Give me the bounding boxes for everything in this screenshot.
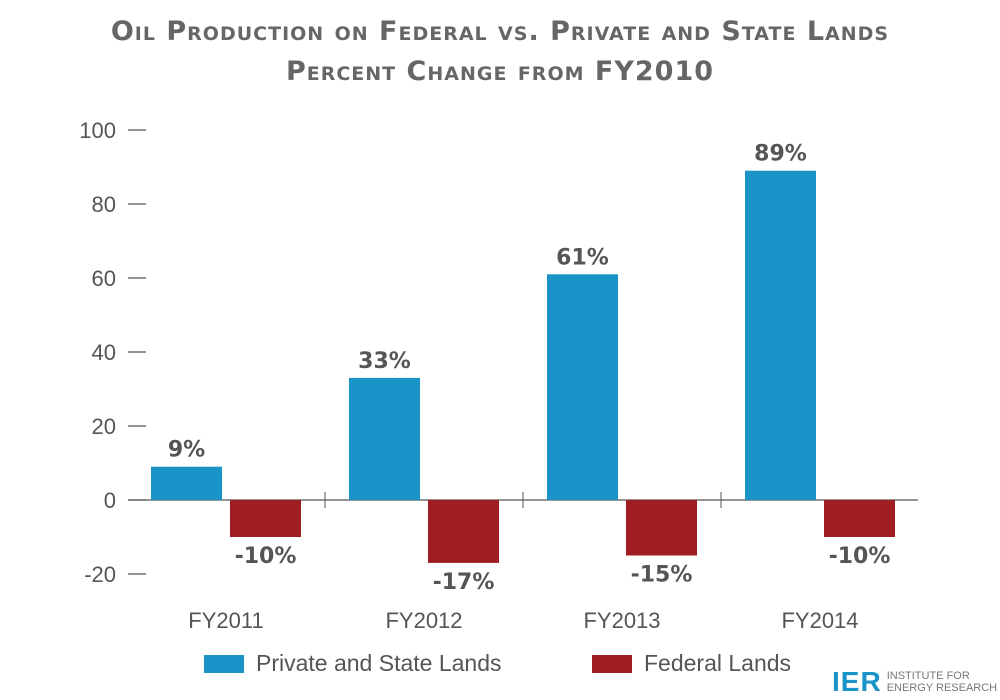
y-tick-label: 40 [92,340,116,365]
logo-line2: ENERGY RESEARCH [886,682,998,694]
bar-federal [824,500,895,537]
y-tick-label: 60 [92,266,116,291]
data-label: -10% [235,544,297,569]
legend-label-private: Private and State Lands [256,650,502,676]
legend-swatch-federal [592,654,632,673]
x-tick-label: FY2013 [583,608,660,633]
data-label: -15% [631,563,693,588]
bar-federal [428,500,499,563]
y-tick-label: 100 [79,118,116,143]
x-tick-label: FY2011 [188,608,263,633]
data-label: -17% [433,570,495,595]
legend-item-private: Private and State Lands [204,650,502,677]
bar-private [745,170,816,500]
y-tick-label: -20 [84,562,116,587]
y-tick-label: 20 [92,414,116,439]
logo-abbr: IER [832,666,882,697]
data-label: 89% [754,142,807,167]
x-tick-label: FY2014 [781,608,858,633]
x-tick-label: FY2012 [385,608,462,633]
y-tick-label: 0 [104,488,116,513]
ier-logo: IER INSTITUTE FOR ENERGY RESEARCH [832,666,997,698]
bar-federal [626,500,697,556]
data-label: 33% [358,349,411,374]
legend-item-federal: Federal Lands [592,650,791,677]
bar-federal [230,500,301,537]
y-tick-label: 80 [92,192,116,217]
bar-private [349,377,420,500]
data-label: 61% [556,245,609,270]
chart-title: Oil Production on Federal vs. Private an… [110,16,890,47]
data-label: -10% [829,544,891,569]
logo-line1: INSTITUTE FOR [886,670,970,682]
data-label: 9% [168,438,205,463]
legend-label-federal: Federal Lands [644,650,792,676]
bar-private [151,466,222,500]
bar-private [547,274,618,500]
chart-subtitle: Percent Change from FY2010 [285,56,715,87]
legend-swatch-private [204,654,244,673]
